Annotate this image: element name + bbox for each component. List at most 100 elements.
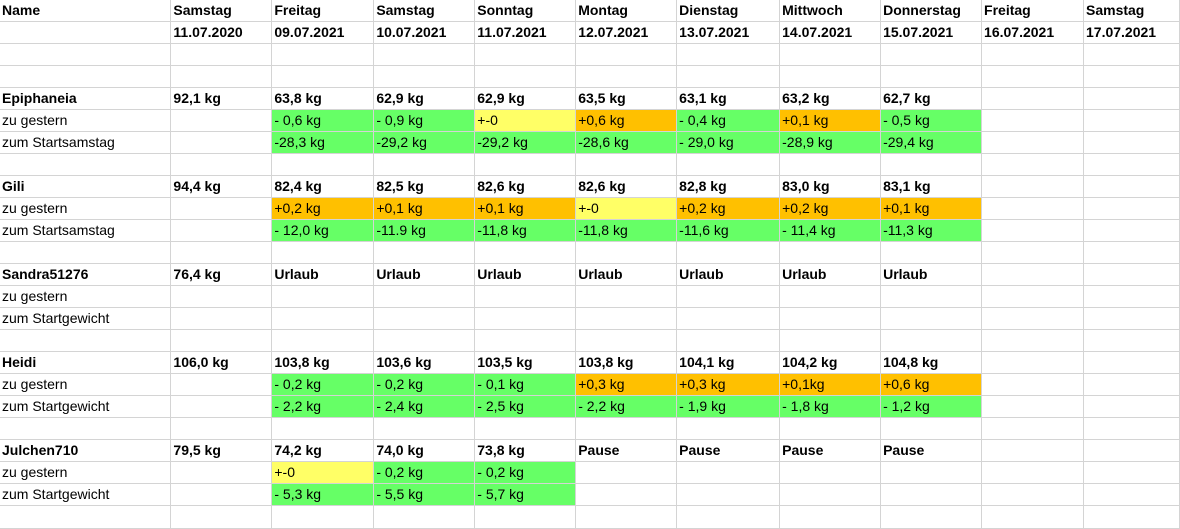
empty-cell[interactable] bbox=[981, 241, 1084, 264]
empty-cell[interactable] bbox=[676, 483, 781, 506]
day-header[interactable]: Samstag bbox=[170, 0, 273, 22]
change-value[interactable]: - 2,4 kg bbox=[373, 395, 476, 418]
empty-cell[interactable] bbox=[474, 285, 577, 308]
empty-cell[interactable] bbox=[676, 43, 781, 66]
change-value[interactable]: +0,6 kg bbox=[880, 373, 983, 396]
empty-cell[interactable] bbox=[575, 329, 678, 352]
empty-cell[interactable] bbox=[1083, 43, 1180, 66]
daily-weight[interactable]: 103,8 kg bbox=[271, 351, 375, 374]
empty-cell[interactable] bbox=[1083, 65, 1180, 88]
row-label[interactable]: zu gestern bbox=[0, 285, 172, 308]
change-value[interactable]: +0,1kg bbox=[779, 373, 882, 396]
daily-weight[interactable]: 74,0 kg bbox=[373, 439, 476, 462]
change-value[interactable]: - 2,2 kg bbox=[271, 395, 375, 418]
daily-weight[interactable]: Urlaub bbox=[271, 263, 375, 286]
daily-weight[interactable]: 82,6 kg bbox=[575, 175, 678, 198]
change-value[interactable]: +0,1 kg bbox=[779, 109, 882, 132]
daily-weight[interactable]: 63,8 kg bbox=[271, 87, 375, 110]
empty-cell[interactable] bbox=[271, 505, 375, 529]
daily-weight[interactable]: 83,0 kg bbox=[779, 175, 882, 198]
change-value[interactable]: +-0 bbox=[575, 197, 678, 220]
change-value[interactable]: +0,1 kg bbox=[474, 197, 577, 220]
empty-cell[interactable] bbox=[1083, 505, 1180, 529]
date-header[interactable]: 17.07.2021 bbox=[1083, 21, 1180, 44]
empty-cell[interactable] bbox=[0, 417, 172, 440]
empty-cell[interactable] bbox=[676, 417, 781, 440]
empty-cell[interactable] bbox=[1083, 153, 1180, 176]
empty-cell[interactable] bbox=[170, 219, 273, 242]
empty-cell[interactable] bbox=[1083, 307, 1180, 330]
empty-cell[interactable] bbox=[981, 263, 1084, 286]
empty-cell[interactable] bbox=[981, 43, 1084, 66]
empty-cell[interactable] bbox=[170, 461, 273, 484]
change-value[interactable]: -11,8 kg bbox=[575, 219, 678, 242]
empty-cell[interactable] bbox=[1083, 439, 1180, 462]
change-value[interactable]: -11,3 kg bbox=[880, 219, 983, 242]
empty-cell[interactable] bbox=[981, 461, 1084, 484]
daily-weight[interactable]: Pause bbox=[575, 439, 678, 462]
name-header[interactable]: Name bbox=[0, 0, 172, 22]
change-value[interactable]: +0,3 kg bbox=[676, 373, 781, 396]
empty-cell[interactable] bbox=[1083, 197, 1180, 220]
daily-weight[interactable]: 103,8 kg bbox=[575, 351, 678, 374]
empty-cell[interactable] bbox=[981, 395, 1084, 418]
empty-cell[interactable] bbox=[170, 373, 273, 396]
empty-cell[interactable] bbox=[271, 241, 375, 264]
empty-cell[interactable] bbox=[170, 505, 273, 529]
daily-weight[interactable]: 104,8 kg bbox=[880, 351, 983, 374]
date-header[interactable]: 11.07.2020 bbox=[170, 21, 273, 44]
empty-cell[interactable] bbox=[779, 65, 882, 88]
empty-cell[interactable] bbox=[981, 65, 1084, 88]
empty-cell[interactable] bbox=[981, 219, 1084, 242]
empty-cell[interactable] bbox=[1083, 263, 1180, 286]
daily-weight[interactable]: 82,6 kg bbox=[474, 175, 577, 198]
empty-cell[interactable] bbox=[880, 153, 983, 176]
empty-cell[interactable] bbox=[575, 417, 678, 440]
change-value[interactable]: +0,3 kg bbox=[575, 373, 678, 396]
change-value[interactable]: -29,2 kg bbox=[373, 131, 476, 154]
change-value[interactable]: -28,6 kg bbox=[575, 131, 678, 154]
empty-cell[interactable] bbox=[1083, 109, 1180, 132]
daily-weight[interactable]: Pause bbox=[880, 439, 983, 462]
empty-cell[interactable] bbox=[170, 241, 273, 264]
empty-cell[interactable] bbox=[1083, 241, 1180, 264]
day-header[interactable]: Freitag bbox=[981, 0, 1084, 22]
empty-cell[interactable] bbox=[271, 329, 375, 352]
empty-cell[interactable] bbox=[676, 285, 781, 308]
day-header[interactable]: Samstag bbox=[373, 0, 476, 22]
empty-cell[interactable] bbox=[1083, 87, 1180, 110]
change-value[interactable]: -29,4 kg bbox=[880, 131, 983, 154]
empty-cell[interactable] bbox=[1083, 351, 1180, 374]
row-label[interactable]: zum Startgewicht bbox=[0, 483, 172, 506]
empty-cell[interactable] bbox=[575, 153, 678, 176]
empty-cell[interactable] bbox=[170, 131, 273, 154]
empty-cell[interactable] bbox=[676, 153, 781, 176]
empty-cell[interactable] bbox=[880, 329, 983, 352]
person-name[interactable]: Epiphaneia bbox=[0, 87, 172, 110]
empty-cell[interactable] bbox=[779, 329, 882, 352]
daily-weight[interactable]: Urlaub bbox=[779, 263, 882, 286]
daily-weight[interactable]: 103,5 kg bbox=[474, 351, 577, 374]
empty-cell[interactable] bbox=[373, 241, 476, 264]
empty-cell[interactable] bbox=[880, 417, 983, 440]
daily-weight[interactable]: 73,8 kg bbox=[474, 439, 577, 462]
empty-cell[interactable] bbox=[981, 351, 1084, 374]
empty-cell[interactable] bbox=[373, 329, 476, 352]
empty-cell[interactable] bbox=[779, 285, 882, 308]
empty-cell[interactable] bbox=[271, 285, 375, 308]
empty-cell[interactable] bbox=[1083, 373, 1180, 396]
daily-weight[interactable]: Pause bbox=[676, 439, 781, 462]
daily-weight[interactable]: 83,1 kg bbox=[880, 175, 983, 198]
empty-cell[interactable] bbox=[474, 505, 577, 529]
empty-cell[interactable] bbox=[170, 329, 273, 352]
change-value[interactable]: +0,1 kg bbox=[880, 197, 983, 220]
change-value[interactable]: - 0,6 kg bbox=[271, 109, 375, 132]
empty-cell[interactable] bbox=[981, 197, 1084, 220]
empty-cell[interactable] bbox=[575, 43, 678, 66]
empty-cell[interactable] bbox=[1083, 285, 1180, 308]
daily-weight[interactable]: 62,7 kg bbox=[880, 87, 983, 110]
empty-cell[interactable] bbox=[1083, 175, 1180, 198]
empty-cell[interactable] bbox=[880, 65, 983, 88]
change-value[interactable]: - 1,9 kg bbox=[676, 395, 781, 418]
change-value[interactable]: +0,2 kg bbox=[676, 197, 781, 220]
